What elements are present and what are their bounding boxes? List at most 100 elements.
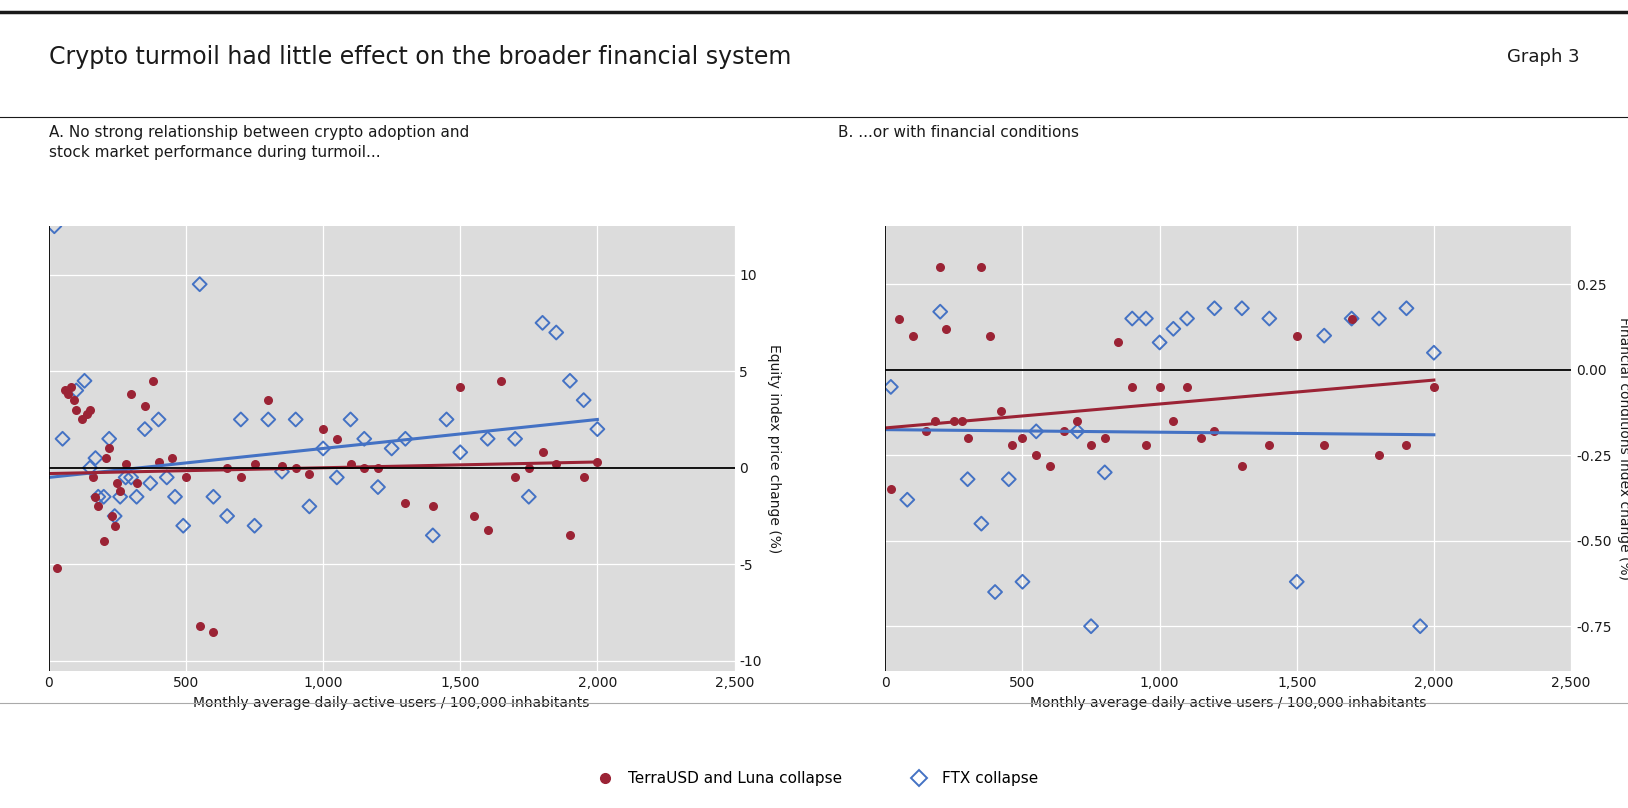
Point (55, 388, 81, 401)
Point (124, 477, 150, 490)
Point (501, 471, 527, 484)
Point (1078, 620, 1104, 633)
Point (101, 510, 127, 523)
Point (96, 432, 122, 445)
Point (1284, 575, 1311, 588)
Point (928, 261, 954, 274)
Point (1229, 459, 1255, 472)
Point (1050, 425, 1076, 438)
Text: A. No strong relationship between crypto adoption and
stock market performance d: A. No strong relationship between crypto… (49, 125, 469, 160)
Point (933, 322, 959, 335)
Point (296, 467, 322, 480)
Point (119, 471, 145, 484)
X-axis label: Monthly average daily active users / 100,000 inhabitants: Monthly average daily active users / 100… (1031, 696, 1426, 710)
Point (52, 384, 78, 397)
Point (392, 432, 418, 445)
Point (63, 403, 90, 416)
Point (544, 326, 570, 339)
Point (215, 461, 241, 474)
Point (173, 471, 199, 484)
Point (969, 517, 995, 530)
Point (187, 620, 213, 633)
Point (584, 423, 610, 436)
Point (1311, 439, 1337, 452)
Point (200, 490, 226, 503)
Point (352, 432, 378, 445)
Point (501, 432, 527, 445)
Point (461, 510, 487, 523)
Point (296, 500, 322, 513)
Point (107, 490, 133, 503)
Point (392, 496, 418, 509)
Text: Crypto turmoil had little effect on the broader financial system: Crypto turmoil had little effect on the … (49, 44, 791, 69)
Point (256, 413, 282, 426)
Point (488, 374, 514, 387)
Point (1338, 312, 1364, 325)
Point (969, 261, 995, 274)
Point (557, 529, 583, 542)
Point (1133, 312, 1159, 325)
Point (77, 461, 103, 474)
Point (1118, 312, 1144, 325)
Point (57, 380, 83, 393)
Point (1257, 312, 1283, 325)
Point (1174, 381, 1200, 393)
Point (475, 523, 501, 536)
Point (215, 510, 241, 523)
Point (894, 493, 920, 506)
Point (921, 415, 947, 427)
Point (119, 388, 145, 401)
Point (153, 471, 179, 484)
Point (988, 404, 1014, 417)
Point (132, 399, 158, 412)
Point (1022, 448, 1048, 461)
Point (516, 461, 542, 474)
Point (283, 413, 309, 426)
Point (365, 461, 391, 474)
Point (1174, 312, 1200, 325)
Point (200, 625, 226, 638)
Point (49, 432, 75, 445)
Point (44, 562, 70, 574)
Point (1284, 329, 1311, 342)
Point (324, 432, 350, 445)
Point (1201, 302, 1228, 315)
Point (1146, 381, 1172, 393)
Point (1338, 312, 1364, 325)
Point (529, 446, 555, 459)
Point (1366, 312, 1392, 325)
Point (77, 403, 103, 416)
Point (324, 471, 350, 484)
Text: B. ...or with financial conditions: B. ...or with financial conditions (838, 125, 1079, 141)
Point (72, 374, 98, 387)
Point (1133, 439, 1159, 452)
Point (93, 452, 119, 465)
Point (228, 413, 254, 426)
Point (977, 329, 1003, 342)
Point (1421, 381, 1447, 393)
Point (104, 477, 130, 490)
Point (96, 442, 122, 455)
Point (886, 312, 912, 325)
Point (1161, 322, 1187, 335)
Point (1394, 302, 1420, 315)
Point (137, 477, 163, 490)
Point (1092, 466, 1118, 479)
Point (877, 483, 904, 496)
Point (60, 393, 86, 406)
Point (99, 510, 125, 523)
Point (63, 384, 90, 397)
Point (269, 465, 295, 478)
Point (1407, 620, 1433, 633)
Point (1146, 336, 1172, 349)
Point (1065, 415, 1091, 427)
Point (1078, 439, 1104, 452)
Point (132, 423, 158, 436)
Point (571, 471, 597, 484)
Point (309, 442, 335, 455)
Point (83, 490, 109, 503)
Point (982, 586, 1008, 599)
Point (913, 425, 939, 438)
Point (1229, 302, 1255, 315)
Y-axis label: Financial conditions index change (%): Financial conditions index change (%) (1617, 317, 1628, 580)
